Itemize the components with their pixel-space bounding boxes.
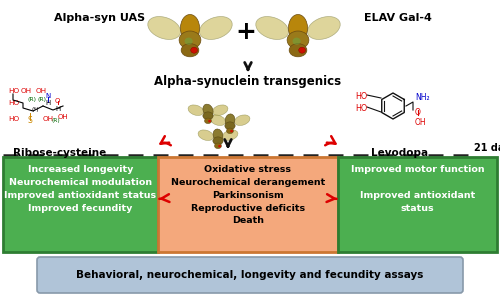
Ellipse shape <box>180 14 200 41</box>
Text: H: H <box>55 106 60 112</box>
Ellipse shape <box>203 104 213 116</box>
Ellipse shape <box>225 114 235 126</box>
Ellipse shape <box>225 122 235 130</box>
Ellipse shape <box>234 115 250 126</box>
Ellipse shape <box>287 31 309 49</box>
Text: OH: OH <box>21 88 32 94</box>
FancyBboxPatch shape <box>3 157 158 252</box>
Text: Increased longevity
Neurochemical modulation
Improved antioxidant status
Improve: Increased longevity Neurochemical modula… <box>4 165 156 213</box>
FancyBboxPatch shape <box>338 157 497 252</box>
Ellipse shape <box>256 16 288 39</box>
Ellipse shape <box>203 112 213 120</box>
Ellipse shape <box>148 16 180 39</box>
Ellipse shape <box>214 143 222 149</box>
Text: O: O <box>415 108 421 117</box>
Text: OH: OH <box>415 118 426 127</box>
Text: O: O <box>55 98 60 104</box>
FancyBboxPatch shape <box>158 157 338 252</box>
Text: (R): (R) <box>28 97 37 102</box>
Text: Alpha-synuclein transgenics: Alpha-synuclein transgenics <box>154 76 342 88</box>
Ellipse shape <box>213 129 223 141</box>
Ellipse shape <box>208 120 211 122</box>
Text: Ribose-cysteine: Ribose-cysteine <box>14 148 106 158</box>
Text: +: + <box>236 20 256 44</box>
FancyBboxPatch shape <box>37 257 463 293</box>
Text: 21 days: 21 days <box>474 143 500 153</box>
Text: S: S <box>27 116 32 125</box>
Ellipse shape <box>218 145 221 147</box>
Text: HO: HO <box>355 92 367 101</box>
Text: (R): (R) <box>38 97 47 102</box>
Ellipse shape <box>289 44 307 57</box>
Text: Oxidative stress
Neurochemical derangement
Parkinsonism
Reproductive deficits
De: Oxidative stress Neurochemical derangeme… <box>171 165 325 225</box>
Text: HO: HO <box>355 104 367 113</box>
Ellipse shape <box>230 130 233 132</box>
Ellipse shape <box>181 44 199 57</box>
Text: ELAV Gal-4: ELAV Gal-4 <box>364 13 432 23</box>
Ellipse shape <box>204 118 212 124</box>
Text: OH: OH <box>36 88 47 94</box>
Text: HO: HO <box>8 100 19 106</box>
Ellipse shape <box>288 14 308 41</box>
Text: NH₂: NH₂ <box>415 93 430 102</box>
Ellipse shape <box>184 38 192 45</box>
Text: OH: OH <box>43 116 54 122</box>
Text: OH: OH <box>58 114 68 120</box>
Text: N: N <box>45 93 50 99</box>
Ellipse shape <box>188 105 204 116</box>
Ellipse shape <box>222 130 238 141</box>
Text: Levodopa: Levodopa <box>372 148 428 158</box>
Text: (R): (R) <box>51 118 60 123</box>
Text: HO: HO <box>8 88 19 94</box>
Ellipse shape <box>308 16 340 39</box>
Ellipse shape <box>210 115 226 126</box>
Ellipse shape <box>226 128 234 134</box>
Ellipse shape <box>200 16 232 39</box>
Text: Improved motor function

Improved antioxidant
status: Improved motor function Improved antioxi… <box>350 165 484 213</box>
Text: Alpha-syn UAS: Alpha-syn UAS <box>54 13 146 23</box>
Ellipse shape <box>298 47 306 53</box>
Text: H: H <box>45 100 50 106</box>
Ellipse shape <box>190 47 198 53</box>
Ellipse shape <box>292 38 300 45</box>
Ellipse shape <box>198 130 214 141</box>
Text: (*): (*) <box>31 107 38 112</box>
Text: HO: HO <box>8 116 19 122</box>
Text: Behavioral, neurochemical, longevity and fecundity assays: Behavioral, neurochemical, longevity and… <box>76 270 424 280</box>
Ellipse shape <box>179 31 201 49</box>
Ellipse shape <box>212 105 228 116</box>
Ellipse shape <box>213 137 223 145</box>
